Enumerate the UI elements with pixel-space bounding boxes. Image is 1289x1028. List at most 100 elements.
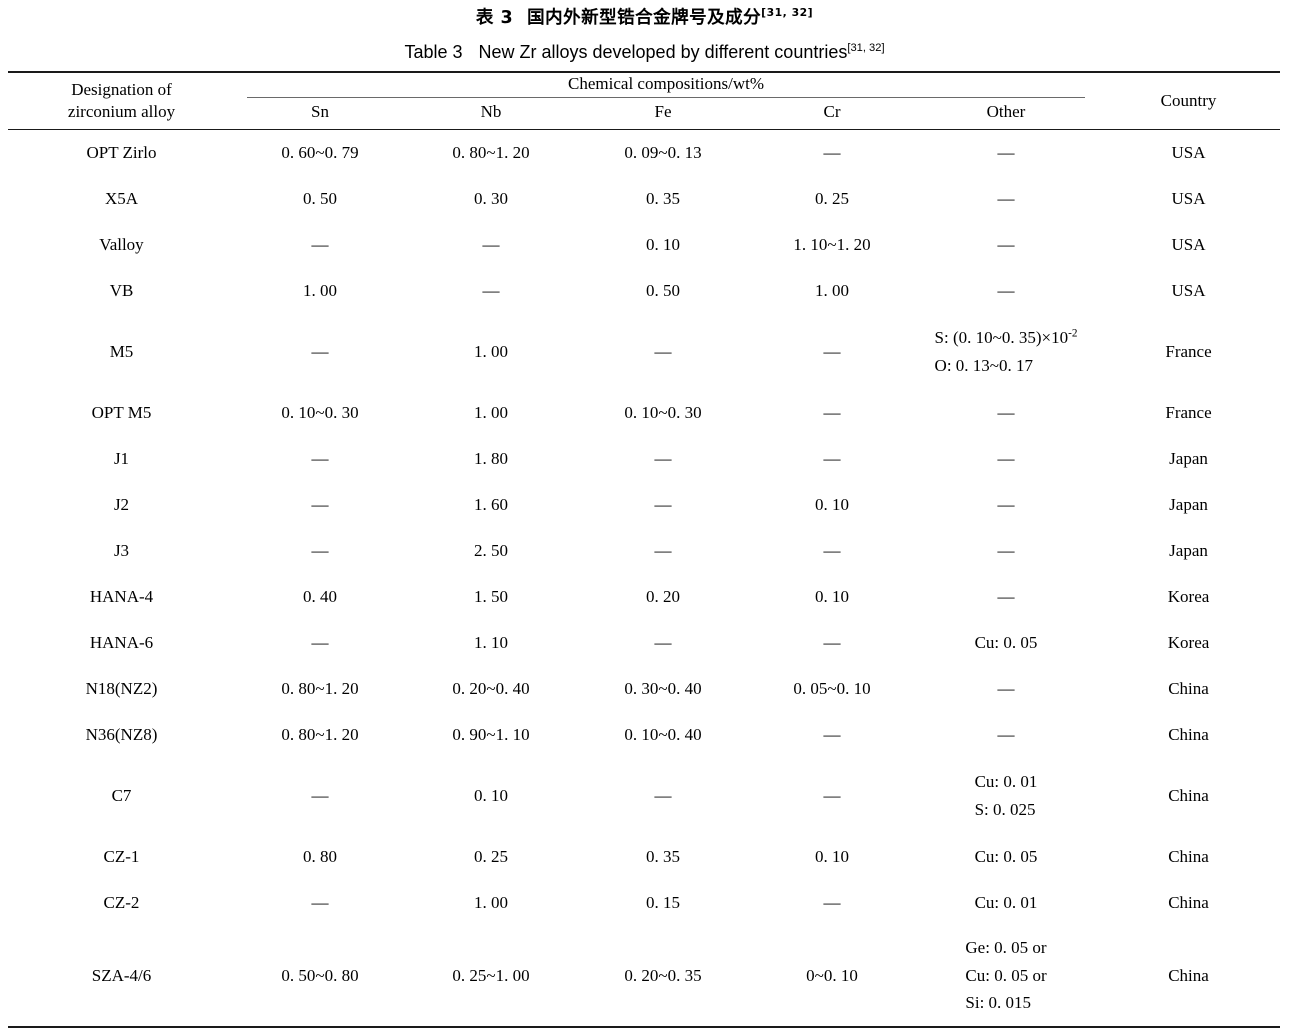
- header-alloy-line2: zirconium alloy: [67, 101, 176, 121]
- dash-placeholder: —: [311, 785, 329, 805]
- header-span-rule-row: [8, 96, 1280, 98]
- cell-cr: 0. 10: [815, 846, 849, 866]
- dash-placeholder: —: [482, 280, 500, 300]
- cell-fe: 0. 35: [646, 188, 680, 208]
- cell-country: USA: [1171, 280, 1206, 300]
- other-value-list: Cu: 0. 01 S: 0. 025: [975, 768, 1038, 823]
- cell-nb: 0. 30: [474, 188, 508, 208]
- cell-nb: 0. 25~1. 00: [452, 965, 530, 985]
- dash-placeholder: —: [997, 142, 1015, 162]
- dash-placeholder: —: [654, 448, 672, 468]
- cell-sn: 0. 40: [303, 586, 337, 606]
- cell-sn: 0. 60~0. 79: [281, 142, 359, 162]
- cell-sn: —: [235, 222, 405, 268]
- caption-english-label: Table 3: [404, 42, 463, 62]
- dash-placeholder: —: [997, 678, 1015, 698]
- header-sub-fe: Fe: [654, 101, 672, 121]
- caption-chinese: 表 3 国内外新型锆合金牌号及成分[31, 32]: [0, 5, 1289, 31]
- cell-cr: —: [749, 390, 915, 436]
- cell-cr: 1. 00: [815, 280, 849, 300]
- cell-nb: 2. 50: [474, 540, 508, 560]
- cell-alloy-designation: HANA-6: [89, 632, 154, 652]
- dash-placeholder: —: [823, 724, 841, 744]
- cell-sn: 0. 80~1. 20: [281, 678, 359, 698]
- cell-alloy-designation: N36(NZ8): [85, 724, 158, 744]
- cell-other: —: [915, 482, 1097, 528]
- cell-sn: 0. 80: [303, 846, 337, 866]
- cell-nb: 1. 80: [474, 448, 508, 468]
- other-value-line: Ge: 0. 05 or: [965, 938, 1047, 958]
- cell-alloy-designation: VB: [109, 280, 134, 300]
- table-row: HANA-4 0. 40 1. 50 0. 20 0. 10 — Korea: [8, 574, 1280, 620]
- cell-country: USA: [1171, 188, 1206, 208]
- dash-placeholder: —: [311, 892, 329, 912]
- cell-nb: 1. 10: [474, 632, 508, 652]
- cell-cr: 1. 10~1. 20: [793, 234, 871, 254]
- cell-cr: —: [749, 758, 915, 834]
- other-value-line: S: 0. 025: [974, 799, 1036, 819]
- cell-other: —: [915, 268, 1097, 314]
- cell-other: —: [915, 528, 1097, 574]
- cell-sn: —: [235, 758, 405, 834]
- dash-placeholder: —: [654, 341, 672, 361]
- dash-placeholder: —: [823, 142, 841, 162]
- cell-sn: —: [235, 620, 405, 666]
- cell-alloy-designation: Valloy: [99, 234, 144, 254]
- dash-placeholder: —: [311, 540, 329, 560]
- cell-fe: —: [577, 758, 749, 834]
- cell-sn: 0. 50~0. 80: [281, 965, 359, 985]
- cell-cr: 0. 10: [815, 586, 849, 606]
- cell-nb: 1. 60: [474, 494, 508, 514]
- table-row: OPT Zirlo 0. 60~0. 79 0. 80~1. 20 0. 09~0. …: [8, 129, 1280, 176]
- table-row: CZ-2 — 1. 00 0. 15 — Cu: 0. 01 China: [8, 880, 1280, 926]
- cell-nb: 0. 90~1. 10: [452, 724, 530, 744]
- cell-country: France: [1165, 341, 1212, 361]
- table-row: J3 — 2. 50 — — — Japan: [8, 528, 1280, 574]
- cell-sn: —: [235, 880, 405, 926]
- table-row: HANA-6 — 1. 10 — — Cu: 0. 05 Korea: [8, 620, 1280, 666]
- cell-cr: 0~0. 10: [806, 965, 858, 985]
- cell-cr: —: [749, 880, 915, 926]
- cell-cr: —: [749, 436, 915, 482]
- cell-alloy-designation: CZ-1: [103, 846, 140, 866]
- dash-placeholder: —: [311, 341, 329, 361]
- cell-alloy-designation: CZ-2: [103, 892, 140, 912]
- caption-english-reference: [31, 32]: [847, 42, 885, 54]
- header-span-rule: [247, 96, 1086, 98]
- cell-country: Japan: [1169, 448, 1208, 468]
- cell-alloy-designation: N18(NZ2): [85, 678, 158, 698]
- header-subcolumn-row: Sn Nb Fe Cr Other: [8, 98, 1281, 129]
- alloy-table-wrapper: Designation of zirconium alloy Chemical …: [8, 71, 1281, 1028]
- cell-other: Cu: 0. 05: [915, 834, 1097, 880]
- table-row: CZ-1 0. 80 0. 25 0. 35 0. 10 Cu: 0. 05 China: [8, 834, 1280, 880]
- cell-nb: 0. 20~0. 40: [452, 678, 530, 698]
- table-row: N18(NZ2) 0. 80~1. 20 0. 20~0. 40 0. 30~0. 4…: [8, 666, 1280, 712]
- dash-placeholder: —: [997, 494, 1015, 514]
- other-value-list: Cu: 0. 01: [975, 889, 1038, 917]
- other-value-line: Cu: 0. 05: [974, 846, 1038, 866]
- cell-fe: 0. 10: [646, 234, 680, 254]
- dash-placeholder: —: [654, 632, 672, 652]
- cell-cr: —: [749, 620, 915, 666]
- dash-placeholder: —: [997, 188, 1015, 208]
- other-value-line: S: (0. 10~0. 35)×10-2: [934, 327, 1078, 347]
- cell-cr: 0. 05~0. 10: [793, 678, 871, 698]
- cell-other: —: [915, 712, 1097, 758]
- table-head: Designation of zirconium alloy Chemical …: [8, 72, 1281, 129]
- table-row: J2 — 1. 60 — 0. 10 — Japan: [8, 482, 1280, 528]
- cell-cr: —: [749, 314, 915, 390]
- header-sub-other: Other: [986, 101, 1026, 121]
- cell-fe: 0. 20: [646, 586, 680, 606]
- cell-sn: 0. 80~1. 20: [281, 724, 359, 744]
- header-alloy-line1: Designation of: [71, 80, 172, 99]
- cell-country: China: [1168, 892, 1209, 912]
- zr-alloy-table: Designation of zirconium alloy Chemical …: [8, 71, 1281, 1028]
- cell-alloy-designation: SZA-4/6: [91, 965, 152, 985]
- table-row: X5A 0. 50 0. 30 0. 35 0. 25 — USA: [8, 176, 1280, 222]
- cell-alloy-designation: J2: [113, 494, 130, 514]
- cell-sn: 1. 00: [303, 280, 337, 300]
- cell-country: USA: [1171, 142, 1206, 162]
- cell-country: China: [1168, 724, 1209, 744]
- cell-fe: —: [577, 482, 749, 528]
- cell-alloy-designation: X5A: [104, 188, 139, 208]
